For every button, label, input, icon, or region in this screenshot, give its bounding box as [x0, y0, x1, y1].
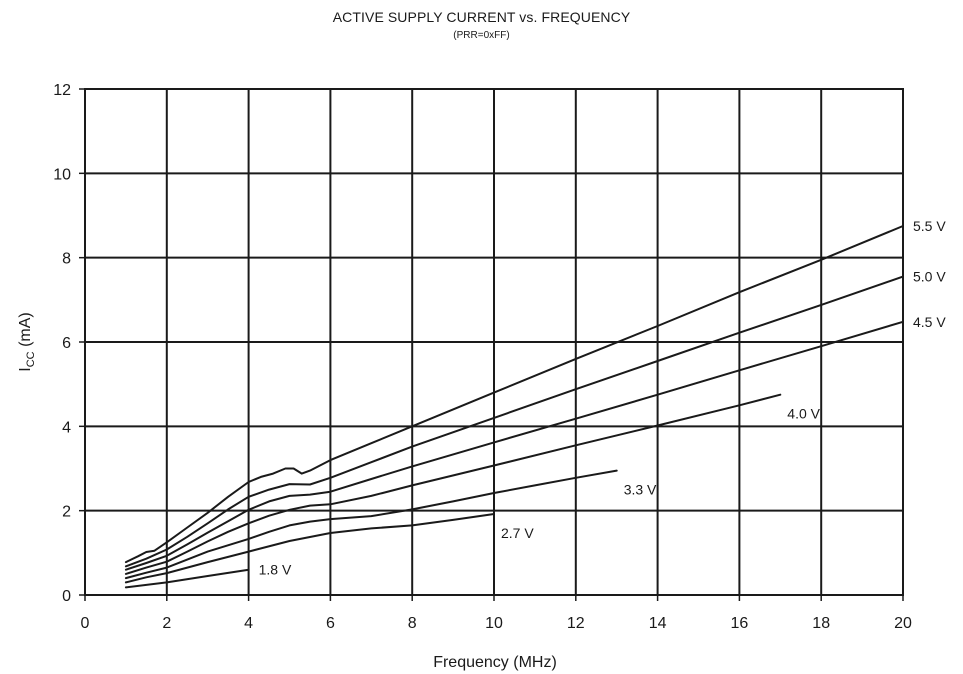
series-label-33v: 3.3 V [624, 482, 657, 498]
x-tick-label: 2 [162, 615, 171, 632]
series-label-40v: 4.0 V [787, 406, 820, 422]
series-line-33v [124, 469, 618, 580]
y-axis-label: ICC (mA) [17, 312, 37, 371]
chart-subtitle: (PRR=0xFF) [453, 30, 510, 41]
series-label-18v: 1.8 V [259, 562, 292, 578]
x-tick-label: 10 [485, 615, 503, 632]
x-tick-label: 16 [731, 615, 749, 632]
y-axis-label-subscript: CC [25, 351, 37, 367]
x-tick-label: 12 [567, 615, 585, 632]
chart-title: ACTIVE SUPPLY CURRENT vs. FREQUENCY [332, 9, 631, 25]
series-line-40v [124, 393, 782, 575]
x-tick-label: 0 [81, 615, 90, 632]
y-axis-label-main: I [17, 367, 34, 371]
axes: 0 2 4 6 8 10 12 14 16 18 20 0 2 4 6 8 10 12 [53, 82, 912, 632]
y-tick-label: 4 [62, 419, 71, 436]
y-tick-label: 10 [53, 166, 71, 183]
y-tick-label: 2 [62, 504, 71, 521]
y-tick-label: 12 [53, 82, 71, 99]
x-tick-label: 20 [894, 615, 912, 632]
x-axis-label: Frequency (MHz) [433, 654, 557, 671]
x-tick-label: 4 [244, 615, 253, 632]
series-label-45v: 4.5 V [913, 314, 946, 330]
series-line-45v [124, 320, 904, 571]
x-tick-label: 18 [812, 615, 830, 632]
y-tick-label: 6 [62, 335, 71, 352]
series-line-18v [124, 568, 250, 589]
x-tick-label: 14 [649, 615, 667, 632]
y-axis-label-unit: (mA) [17, 312, 34, 351]
series-labels: 5.5 V 5.0 V 4.5 V 4.0 V 3.3 V 2.7 V 1.8 V [259, 218, 947, 578]
series-line-27v [124, 513, 495, 584]
series-label-55v: 5.5 V [913, 218, 946, 234]
series-line-55v [124, 225, 904, 564]
x-tick-label: 8 [408, 615, 417, 632]
y-tick-label: 0 [62, 588, 71, 605]
plot-frame [84, 88, 904, 596]
series-label-50v: 5.0 V [913, 269, 946, 285]
series-line-50v [124, 275, 904, 568]
y-tick-label: 8 [62, 251, 71, 268]
x-tick-label: 6 [326, 615, 335, 632]
grid [84, 88, 904, 596]
series-label-27v: 2.7 V [501, 525, 534, 541]
series-lines [124, 225, 904, 589]
